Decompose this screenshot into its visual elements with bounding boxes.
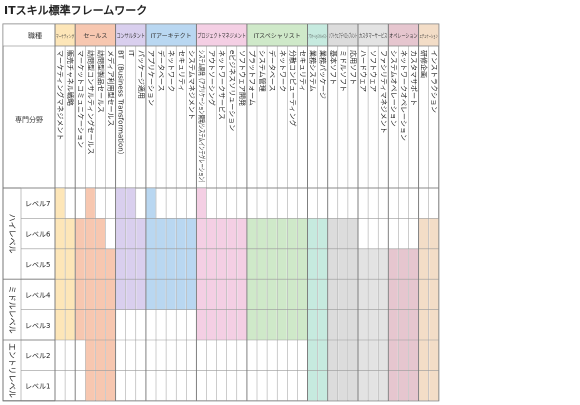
skill-level-bar [166, 218, 176, 310]
level-label: レベル3 [25, 322, 50, 330]
specialty-label: ネットワークサービス [218, 50, 227, 120]
skill-level-bar [378, 248, 388, 401]
specialty-label: ハードウェア [359, 50, 367, 92]
skill-level-bar [409, 248, 419, 401]
specialty-label: マーケットコミュニケーション [76, 50, 84, 148]
specialty-label: ファシリティマネジメント [379, 50, 387, 134]
specialty-label: 研修企画 [420, 50, 429, 78]
level-group-label: エントリレベル [8, 343, 17, 398]
page-title: ITスキル標準フレームワーク [4, 4, 148, 17]
skill-level-bar [156, 218, 166, 310]
level-label: レベル2 [25, 352, 50, 360]
category-header: ITアーキテクト [151, 33, 192, 40]
category-header: マーケティング [56, 33, 74, 40]
category-header: オペレーション [389, 33, 417, 40]
specialty-label: アプリケーション [147, 50, 155, 106]
specialty-label: 訪問型コンサルティングセールス [86, 50, 95, 155]
specialty-label: 販売チャネル戦略 [66, 50, 75, 106]
specialty-label: カスタマサポート [410, 50, 419, 106]
skill-level-bar [186, 218, 196, 310]
skill-level-bar [196, 188, 206, 340]
specialty-label: ネットワーク [278, 50, 286, 92]
specialty-label: 業務パッケージ [319, 50, 328, 99]
corner-label-top: 職種 [28, 31, 42, 40]
level-group-label: ハイレベル [8, 214, 17, 254]
level-label: レベル7 [25, 200, 50, 208]
specialty-label: ネットワーク [167, 50, 175, 92]
specialty-label: セキュリティ [298, 50, 306, 92]
skill-level-bar [358, 248, 368, 401]
specialty-label: 分散コンピューティング [288, 50, 297, 127]
specialty-label: システム管理 [258, 50, 267, 92]
category-header: アプリケーションスペシャリスト [309, 33, 327, 40]
skill-level-bar [388, 248, 398, 401]
specialty-label: データベース [268, 50, 277, 92]
specialty-label: システム開発（アプリケーション開発/システムインテグレーション） [197, 50, 206, 185]
specialty-label: パッケージ適用 [137, 50, 146, 99]
specialty-label: システムマネジメント [187, 50, 195, 120]
specialty-label: BT（Business Transformation） [117, 50, 125, 159]
specialty-label: ソフトウェア開発 [238, 50, 247, 106]
skill-level-bar [368, 248, 378, 401]
specialty-label: ミドルソフト [339, 50, 347, 92]
skill-level-bar [136, 218, 146, 310]
level-group-label: ミドルレベル [8, 286, 17, 334]
category-header: プロジェクトマネジメント [197, 33, 246, 40]
skill-level-bar [55, 188, 65, 340]
level-label: レベル5 [25, 261, 50, 269]
specialty-label: 応用ソフト [349, 50, 358, 85]
specialty-label: マーケティングマネジメント [56, 50, 65, 140]
specialty-label: 基本ソフト [329, 50, 338, 85]
category-header: コンサルタント [117, 32, 145, 40]
specialty-label: IT [127, 50, 135, 57]
specialty-label: プラットフォーム [248, 50, 256, 106]
skill-level-bar [176, 218, 186, 310]
specialty-label: アウトソーシング [208, 50, 217, 106]
specialty-label: システムオペレーション [389, 50, 397, 127]
category-header: ソフトウェアデベロップメント [329, 32, 357, 40]
specialty-label: インストラクション [430, 50, 438, 113]
specialty-label: セキュリティ [177, 50, 185, 92]
corner-label-left: 専門分野 [15, 115, 43, 124]
specialty-label: データベース [157, 50, 166, 92]
category-header: ITスペシャリスト [254, 33, 301, 40]
category-header: カスタマーサービス [359, 32, 387, 40]
skill-level-bar [106, 248, 116, 401]
skill-level-bar [398, 248, 408, 401]
category-header: セールス [83, 33, 107, 40]
category-header: エデュケーション [420, 33, 438, 40]
skill-level-bar [85, 188, 95, 401]
level-label: レベル4 [25, 291, 51, 299]
specialty-label: ネットワークオペレーション [399, 50, 407, 141]
specialty-label: 業務システム [309, 50, 318, 92]
level-label: レベル6 [25, 231, 51, 239]
specialty-label: ソフトウェア [369, 50, 377, 92]
level-label: レベル1 [25, 383, 50, 391]
specialty-label: 訪問型製品セールス [96, 50, 105, 113]
specialty-label: eビジネスソリューション [228, 50, 237, 131]
specialty-label: メディア利用型セールス [107, 50, 116, 127]
